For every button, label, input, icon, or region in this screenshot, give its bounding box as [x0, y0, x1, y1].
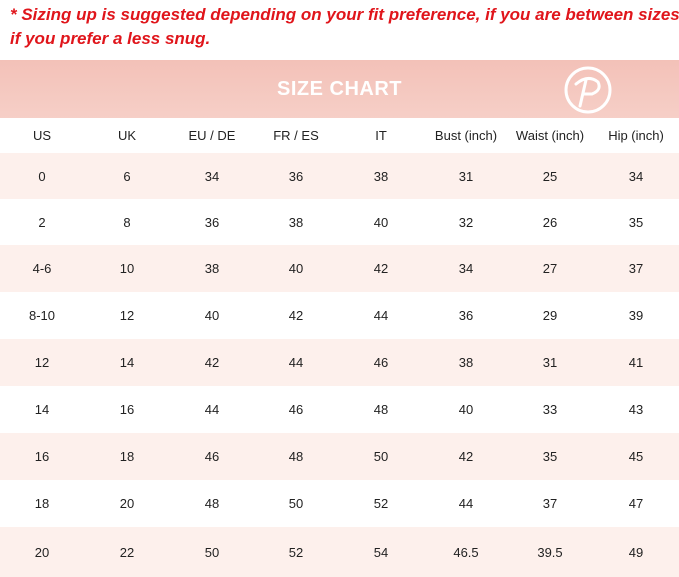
table-cell: 42: [288, 308, 304, 323]
table-cell: 40: [373, 214, 389, 230]
column-header: US: [32, 128, 52, 143]
table-cell: 50: [204, 544, 220, 560]
table-cell: 46.5: [453, 544, 479, 560]
table-cell: 39.5: [537, 544, 563, 560]
note-line: if you prefer a less snug.: [10, 29, 211, 48]
table-cell: 36: [288, 168, 304, 184]
column-header: IT: [375, 128, 387, 143]
header-row: US UK EU / DE FR / ES IT Bust (inch) Waist (in…: [0, 118, 679, 153]
note-line: * Sizing up is suggested depending on yo…: [10, 5, 679, 24]
table-cell: 40: [458, 402, 474, 417]
table-row: 14 16 44 46 48 40 33 43: [0, 386, 679, 433]
table-cell: 34: [458, 261, 474, 276]
table-cell: 6: [123, 168, 131, 184]
table-cell: 25: [542, 168, 558, 184]
table-cell: 42: [204, 355, 220, 370]
table-row: 0 6 34 36 38 31 25 34: [0, 153, 679, 199]
table-cell: 41: [628, 355, 644, 370]
table-cell: 18: [119, 449, 135, 464]
column-header: Waist (inch): [515, 128, 585, 143]
table-cell: 12: [119, 308, 135, 323]
table-cell: 42: [373, 261, 389, 276]
table-cell: 14: [119, 355, 135, 370]
table-cell: 50: [288, 496, 304, 511]
table-cell: 50: [373, 449, 389, 464]
table-cell: 27: [542, 261, 558, 276]
table-cell: 4-6: [32, 261, 52, 276]
table-cell: 22: [119, 544, 135, 560]
table-cell: 44: [204, 402, 220, 417]
table-cell: 40: [204, 308, 220, 323]
table-cell: 12: [34, 355, 50, 370]
table-cell: 36: [204, 214, 220, 230]
table-cell: 14: [34, 402, 50, 417]
table-row: 2 8 36 38 40 32 26 35: [0, 199, 679, 245]
table-cell: 2: [38, 214, 46, 230]
table-cell: 33: [542, 402, 558, 417]
table-cell: 16: [34, 449, 50, 464]
note: * Sizing up is suggested depending on yo…: [10, 3, 679, 51]
table-row: 12 14 42 44 46 38 31 41: [0, 339, 679, 386]
table-cell: 47: [628, 496, 644, 511]
table-cell: 48: [288, 449, 304, 464]
column-header: Hip (inch): [608, 128, 664, 143]
table-cell: 49: [628, 544, 644, 560]
table-cell: 35: [628, 214, 644, 230]
table-cell: 40: [288, 261, 304, 276]
table-cell: 44: [458, 496, 474, 511]
table-cell: 31: [458, 168, 474, 184]
table-row: 8-10 12 40 42 44 36 29 39: [0, 292, 679, 339]
table-cell: 18: [34, 496, 50, 511]
table-cell: 32: [458, 214, 474, 230]
table-row: 4-6 10 38 40 42 34 27 37: [0, 245, 679, 292]
table-cell: 0: [38, 168, 46, 184]
table-cell: 38: [458, 355, 474, 370]
column-header: UK: [117, 128, 137, 143]
table-cell: 38: [373, 168, 389, 184]
table-cell: 38: [204, 261, 220, 276]
table-row: 16 18 46 48 50 42 35 45: [0, 433, 679, 480]
table-cell: 10: [119, 261, 135, 276]
table-cell: 31: [542, 355, 558, 370]
table-cell: 48: [373, 402, 389, 417]
table-cell: 38: [288, 214, 304, 230]
table-cell: 35: [542, 449, 558, 464]
table-row: 18 20 48 50 52 44 37 47: [0, 480, 679, 527]
header-band: SIZE CHART: [0, 60, 679, 118]
table-cell: 36: [458, 308, 474, 323]
table-cell: 29: [542, 308, 558, 323]
table-cell: 42: [458, 449, 474, 464]
table-cell: 34: [628, 168, 644, 184]
title: SIZE CHART: [277, 78, 402, 100]
table-cell: 44: [373, 308, 389, 323]
table-cell: 20: [34, 544, 50, 560]
table-cell: 8: [123, 214, 131, 230]
table-cell: 44: [288, 355, 304, 370]
column-header: Bust (inch): [434, 128, 498, 143]
table-cell: 8-10: [28, 308, 56, 323]
table-cell: 20: [119, 496, 135, 511]
table-cell: 52: [288, 544, 304, 560]
column-header: FR / ES: [273, 128, 319, 143]
table-cell: 37: [542, 496, 558, 511]
table-cell: 43: [628, 402, 644, 417]
table-cell: 52: [373, 496, 389, 511]
logo: [564, 66, 612, 114]
table-cell: 16: [119, 402, 135, 417]
table-cell: 46: [373, 355, 389, 370]
table-cell: 48: [204, 496, 220, 511]
table-cell: 26: [542, 214, 558, 230]
table-cell: 54: [373, 544, 389, 560]
table-cell: 37: [628, 261, 644, 276]
table-cell: 46: [288, 402, 304, 417]
table-cell: 46: [204, 449, 220, 464]
table-row: 20 22 50 52 54 46.5 39.5 49: [0, 527, 679, 577]
table-cell: 34: [204, 168, 220, 184]
table-cell: 45: [628, 449, 644, 464]
column-header: EU / DE: [188, 128, 236, 143]
table-cell: 39: [628, 308, 644, 323]
